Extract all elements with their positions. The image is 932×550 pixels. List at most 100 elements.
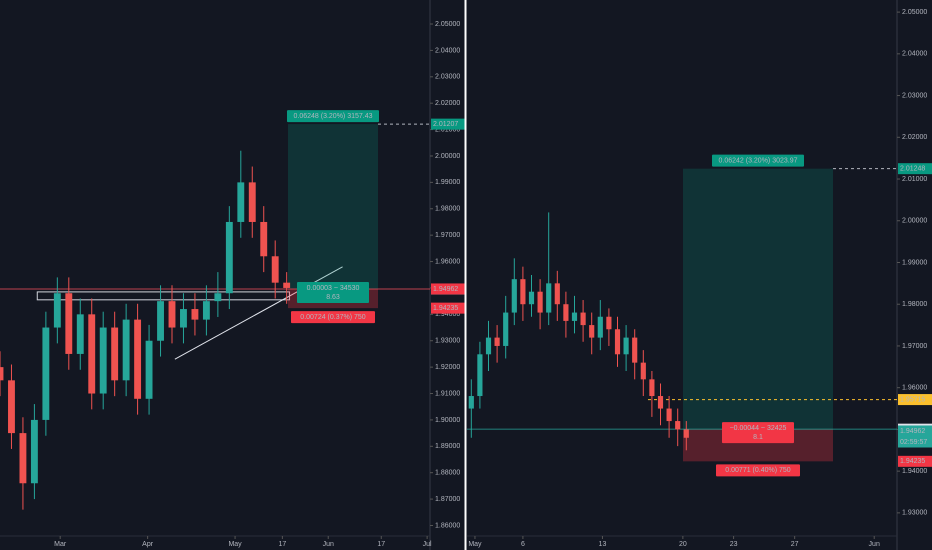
x-tick-label: 6	[521, 541, 525, 548]
candle-body	[19, 433, 27, 484]
candle-body	[191, 309, 199, 320]
y-tick-label: 1.97000	[435, 232, 460, 239]
candle-body	[657, 396, 664, 409]
x-tick-label: May	[468, 541, 482, 548]
y-tick-label: 2.01000	[902, 176, 927, 183]
price-tag-label: 1.94962	[433, 286, 458, 293]
countdown-box	[898, 436, 932, 448]
candle-body	[237, 182, 245, 222]
candle-body	[283, 282, 291, 288]
candle-body	[271, 256, 279, 283]
y-tick-label: 2.03000	[902, 92, 927, 99]
candle-body	[53, 293, 61, 328]
candle-body	[632, 337, 638, 363]
y-tick-label: 2.01000	[435, 126, 460, 133]
profit-zone	[288, 124, 378, 290]
candle-body	[623, 337, 629, 355]
y-tick-label: 1.99000	[435, 179, 460, 186]
countdown: 02:59:57	[900, 439, 927, 446]
candle-body	[683, 429, 689, 438]
target-label-box	[712, 154, 804, 167]
candle-body	[214, 293, 222, 302]
candle-body	[168, 301, 176, 328]
x-tick-label: 27	[791, 541, 799, 548]
y-tick-label: 2.04000	[902, 51, 927, 58]
candle-body	[0, 367, 4, 381]
candle-body	[537, 291, 543, 313]
entry-label-box	[297, 282, 369, 304]
target-label: 0.06242 (3.20%) 3023.97	[718, 158, 797, 165]
candle-body	[649, 379, 655, 397]
price-tag-label: 1.95715	[900, 396, 925, 403]
price-tag-label: 1.94235	[433, 305, 458, 312]
candle-body	[88, 314, 96, 394]
candle-body	[260, 221, 268, 257]
candle-body	[528, 291, 535, 305]
candle-body	[477, 354, 483, 397]
x-tick-label: 23	[730, 541, 738, 548]
candle-body	[520, 279, 526, 305]
candle-body	[511, 279, 517, 313]
y-tick-label: 1.90000	[435, 417, 460, 424]
candle-body	[8, 380, 15, 434]
entry-label-box	[722, 422, 794, 444]
x-tick-label: Jun	[323, 541, 334, 548]
y-tick-label: 1.99000	[902, 259, 927, 266]
x-tick-label: 17	[377, 541, 385, 548]
y-tick-label: 2.05000	[902, 9, 927, 16]
candle-body	[122, 319, 130, 381]
candle-body	[99, 327, 107, 394]
y-tick-label: 2.00000	[435, 153, 460, 160]
stop-label-box	[716, 464, 800, 477]
candle-body	[606, 316, 612, 330]
candle-body	[571, 312, 578, 321]
candle-body	[580, 312, 586, 326]
candle-body	[145, 340, 153, 399]
y-tick-label: 1.94000	[435, 311, 460, 318]
candle-body	[675, 421, 681, 430]
candle-body	[202, 301, 210, 320]
candle-body	[76, 314, 84, 354]
candle-body	[225, 221, 233, 294]
candle-body	[666, 408, 672, 422]
candle-body	[468, 396, 474, 409]
price-tag	[431, 283, 465, 295]
stop-label-box	[291, 311, 375, 324]
price-tag-label: 1.94962	[900, 428, 925, 435]
profit-zone	[683, 168, 833, 430]
y-tick-label: 1.86000	[435, 522, 460, 529]
x-tick-label: May	[228, 541, 242, 548]
y-tick-label: 1.98000	[435, 206, 460, 213]
candle-body	[614, 329, 621, 355]
x-tick-label: 20	[679, 541, 687, 548]
ratio-label: 8.63	[326, 294, 340, 301]
price-tag	[898, 163, 932, 175]
y-tick-label: 2.05000	[435, 21, 460, 28]
y-tick-label: 1.88000	[435, 470, 460, 477]
price-tag	[431, 118, 465, 130]
candle-body	[134, 319, 142, 399]
stop-label: 0.00771 (0.40%) 750	[725, 467, 790, 474]
candle-body	[111, 327, 119, 381]
y-tick-label: 2.02000	[435, 100, 460, 107]
stop-label: 0.00724 (0.37%) 750	[300, 314, 365, 321]
candle-body	[589, 325, 595, 338]
candle-body	[640, 362, 646, 380]
y-tick-label: 1.94000	[902, 468, 927, 475]
candle-body	[157, 301, 164, 341]
price-tag	[431, 302, 465, 314]
candle-body	[180, 309, 187, 328]
y-tick-label: 1.93000	[435, 338, 460, 345]
x-tick-label: Mar	[54, 541, 67, 548]
y-tick-label: 1.93000	[902, 510, 927, 517]
target-label: 0.06248 (3.20%) 3157.43	[293, 113, 372, 120]
candle-body	[30, 419, 38, 484]
y-tick-label: 1.87000	[435, 496, 460, 503]
candle-body	[546, 283, 552, 313]
y-tick-label: 2.04000	[435, 47, 460, 54]
candle-body	[494, 337, 500, 346]
x-tick-label: 17	[278, 541, 286, 548]
y-tick-label: 1.97000	[902, 343, 927, 350]
price-tag-label: 1.94235	[900, 458, 925, 465]
